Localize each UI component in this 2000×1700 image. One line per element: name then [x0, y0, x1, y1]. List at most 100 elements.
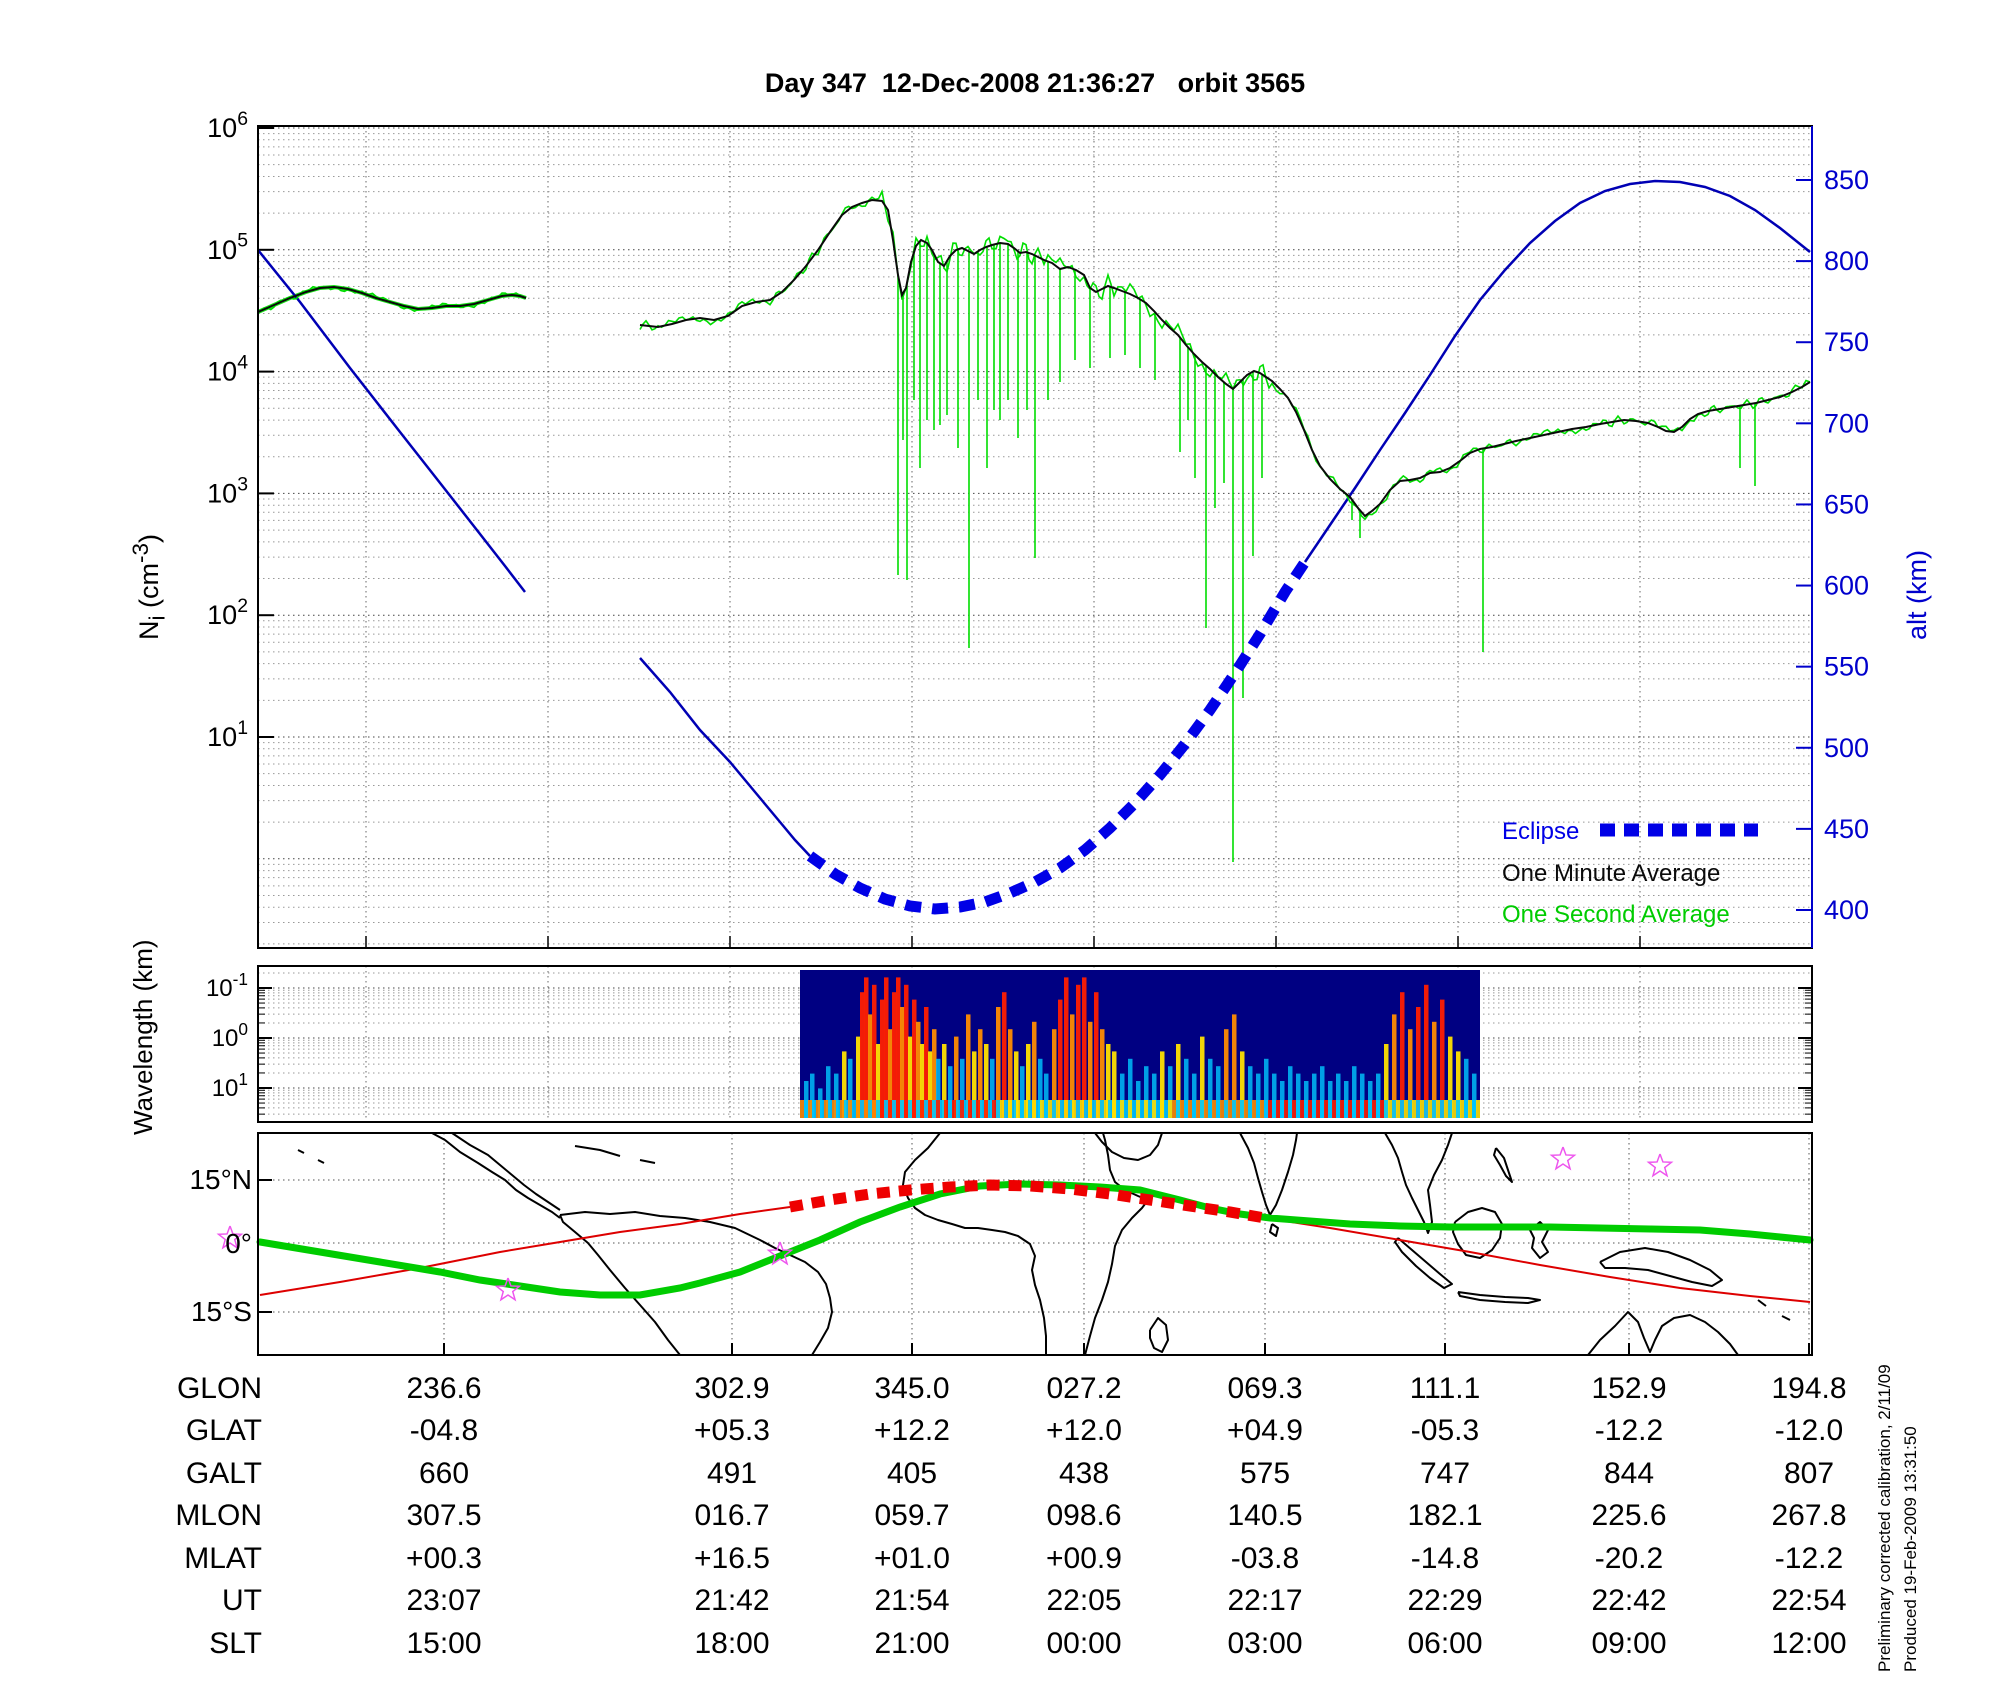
svg-text:550: 550	[1824, 652, 1869, 682]
table-cell-glat-1: +05.3	[694, 1414, 770, 1447]
svg-text:650: 650	[1824, 489, 1869, 519]
legend-item-one-second: One Second Average	[1502, 901, 1730, 929]
table-cell-slt-4: 03:00	[1227, 1627, 1303, 1660]
svg-text:101: 101	[207, 717, 248, 752]
legend-one-second-label: One Second Average	[1502, 901, 1730, 928]
table-cell-ut-1: 21:42	[694, 1584, 770, 1617]
table-cell-slt-7: 12:00	[1771, 1627, 1847, 1660]
y2-axis-label-alt: alt (km)	[1902, 550, 1932, 640]
table-cell-glat-5: -05.3	[1410, 1414, 1480, 1447]
wavelength-spectrogram	[258, 966, 1812, 1122]
svg-text:600: 600	[1824, 571, 1869, 601]
axis-tick-labels: 106 105 104 103 102 101 850 800 750 700 650 600 550 5…	[206, 108, 1869, 1102]
y-axis-label-ni: Ni (cm-3)	[128, 534, 170, 640]
table-cell-ut-4: 22:17	[1227, 1584, 1303, 1617]
table-cell-mlat-3: +00.9	[1046, 1542, 1122, 1575]
table-cell-galt-2: 405	[886, 1457, 938, 1490]
table-cell-mlat-5: -14.8	[1410, 1542, 1480, 1575]
table-cell-mlat-1: +16.5	[694, 1542, 770, 1575]
table-cell-glat-6: -12.2	[1594, 1414, 1664, 1447]
panel-frames	[257, 125, 1813, 1356]
y-axis-label-wavelength: Wavelength (km)	[128, 939, 158, 1135]
top-panel-series	[257, 179, 1811, 915]
table-cell-slt-0: 15:00	[406, 1627, 482, 1660]
table-cell-mlon-5: 182.1	[1407, 1499, 1483, 1532]
table-cell-mlat-7: -12.2	[1774, 1542, 1844, 1575]
svg-text:850: 850	[1824, 165, 1869, 195]
table-cell-glon-2: 345.0	[874, 1372, 950, 1405]
svg-text:750: 750	[1824, 327, 1869, 357]
table-cell-glon-5: 111.1	[1409, 1372, 1481, 1405]
svg-text:700: 700	[1824, 408, 1869, 438]
table-cell-glon-0: 236.6	[406, 1372, 482, 1405]
legend-eclipse-label: Eclipse	[1502, 818, 1580, 845]
svg-text:106: 106	[207, 108, 248, 143]
table-cell-glon-3: 027.2	[1046, 1372, 1122, 1405]
svg-text:103: 103	[207, 473, 248, 508]
top-panel-grid	[258, 126, 1812, 948]
table-cell-slt-3: 00:00	[1046, 1627, 1122, 1660]
table-cell-mlat-2: +01.0	[874, 1542, 950, 1575]
table-cell-slt-6: 09:00	[1591, 1627, 1667, 1660]
table-cell-glon-4: 069.3	[1227, 1372, 1303, 1405]
map-lat-label-15s: 15°S	[190, 1296, 252, 1327]
table-cell-galt-7: 807	[1783, 1457, 1835, 1490]
table-cell-galt-0: 660	[418, 1457, 470, 1490]
legend-one-minute-label: One Minute Average	[1502, 860, 1721, 887]
table-cell-mlon-6: 225.6	[1591, 1499, 1667, 1532]
svg-text:105: 105	[207, 230, 248, 265]
table-cell-ut-6: 22:42	[1591, 1584, 1667, 1617]
table-cell-galt-1: 491	[706, 1457, 758, 1490]
svg-text:10-1: 10-1	[206, 969, 248, 1002]
table-cell-mlon-4: 140.5	[1227, 1499, 1303, 1532]
table-cell-mlon-2: 059.7	[874, 1499, 950, 1532]
table-cell-ut-7: 22:54	[1771, 1584, 1847, 1617]
table-row-label-slt: SLT	[209, 1627, 262, 1660]
table-cell-mlat-4: -03.8	[1230, 1542, 1300, 1575]
map-lat-label-15n: 15°N	[189, 1164, 252, 1195]
table-row-label-mlon: MLON	[175, 1499, 262, 1532]
table-cell-glat-4: +04.9	[1227, 1414, 1303, 1447]
table-cell-ut-5: 22:29	[1407, 1584, 1483, 1617]
table-row-label-galt: GALT	[185, 1457, 262, 1490]
table-cell-mlon-0: 307.5	[406, 1499, 482, 1532]
table-cell-galt-3: 438	[1058, 1457, 1110, 1490]
table-cell-slt-1: 18:00	[694, 1627, 770, 1660]
table-cell-galt-4: 575	[1239, 1457, 1291, 1490]
legend-item-eclipse: Eclipse	[1502, 818, 1579, 846]
table-cell-glat-0: -04.8	[409, 1414, 479, 1447]
svg-text:400: 400	[1824, 895, 1869, 925]
svg-text:500: 500	[1824, 733, 1869, 763]
svg-text:100: 100	[212, 1019, 248, 1052]
table-cell-glon-6: 152.9	[1591, 1372, 1667, 1405]
svg-text:450: 450	[1824, 814, 1869, 844]
production-note-line2: Produced 19-Feb-2009 13:31:50	[1901, 1426, 1920, 1672]
svg-text:104: 104	[207, 351, 248, 386]
svg-text:800: 800	[1824, 246, 1869, 276]
table-cell-glon-1: 302.9	[694, 1372, 770, 1405]
table-cell-ut-0: 23:07	[406, 1584, 482, 1617]
svg-text:102: 102	[207, 595, 248, 630]
svg-text:101: 101	[212, 1069, 248, 1102]
table-cell-mlat-0: +00.3	[406, 1542, 482, 1575]
table-cell-glat-2: +12.2	[874, 1414, 950, 1447]
table-cell-mlon-1: 016.7	[694, 1499, 770, 1532]
table-row-label-glon: GLON	[176, 1372, 262, 1405]
map-lat-label-0: 0°	[225, 1228, 252, 1259]
table-row-label-ut: UT	[222, 1584, 262, 1617]
table-cell-galt-6: 844	[1603, 1457, 1655, 1490]
table-cell-glat-3: +12.0	[1046, 1414, 1122, 1447]
legend-item-one-minute: One Minute Average	[1502, 860, 1720, 888]
table-cell-ut-3: 22:05	[1046, 1584, 1122, 1617]
table-cell-mlat-6: -20.2	[1594, 1542, 1664, 1575]
production-note-line1: Preliminary corrected calibration, 2/11/…	[1875, 1364, 1894, 1672]
table-cell-ut-2: 21:54	[874, 1584, 950, 1617]
ground-track-map	[216, 1132, 1814, 1356]
table-row-label-glat: GLAT	[185, 1414, 262, 1447]
page-title: Day 347 12-Dec-2008 21:36:27 orbit 3565	[764, 68, 1306, 98]
production-note: Preliminary corrected calibration, 2/11/…	[1872, 1364, 1924, 1672]
table-row-label-mlat: MLAT	[184, 1542, 262, 1575]
table-cell-slt-2: 21:00	[874, 1627, 950, 1660]
table-cell-galt-5: 747	[1419, 1457, 1471, 1490]
